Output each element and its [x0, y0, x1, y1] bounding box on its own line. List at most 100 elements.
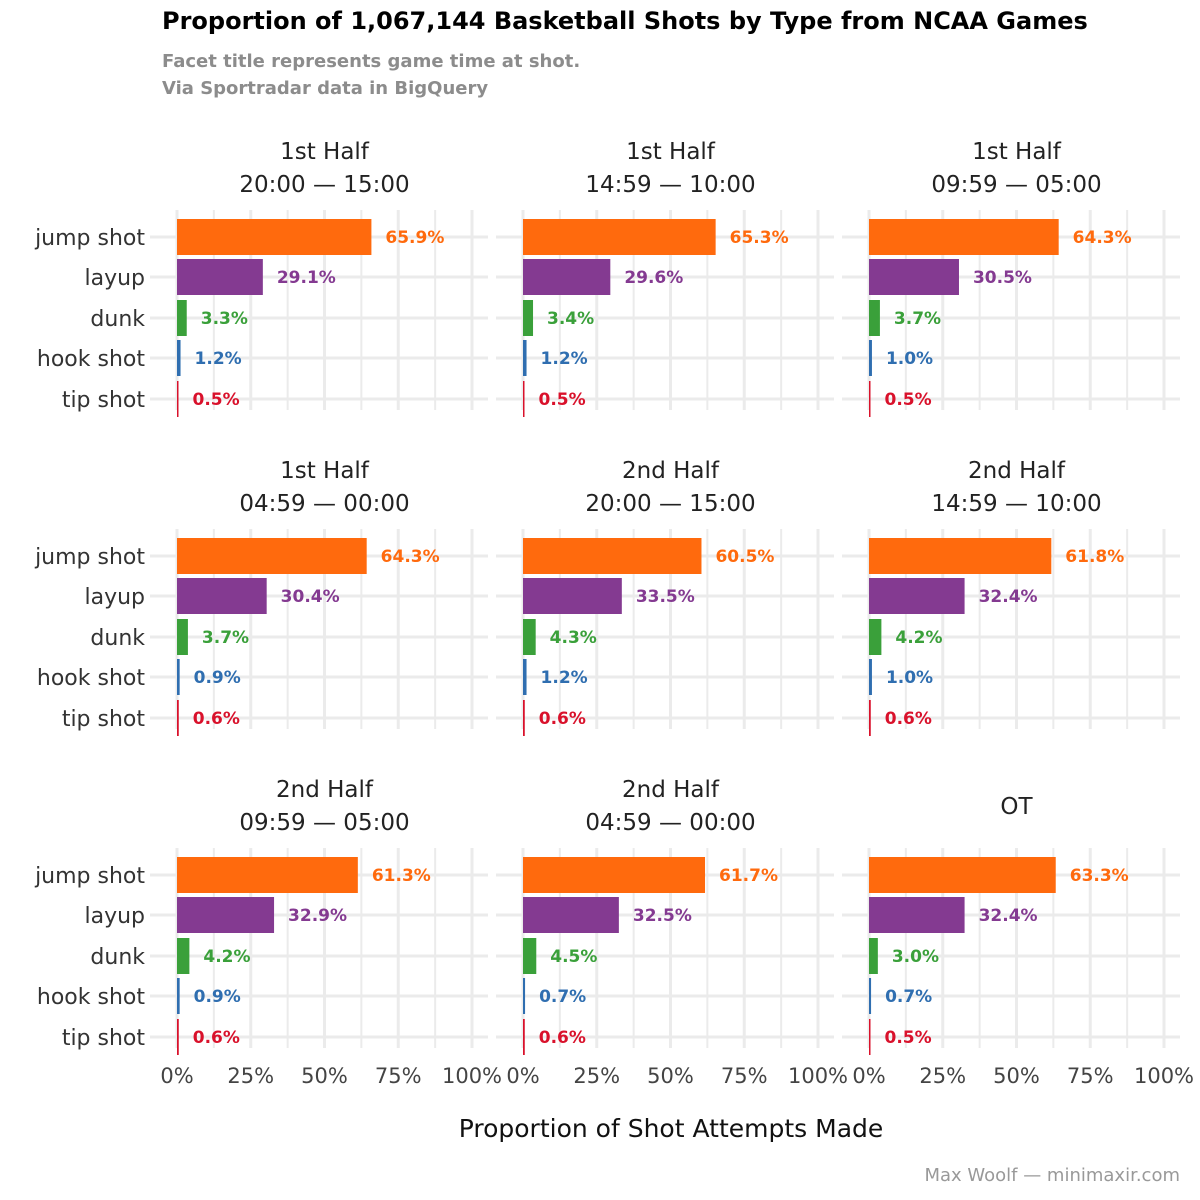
x-tick-label: 100% — [1134, 1064, 1194, 1088]
bar — [869, 300, 880, 336]
bar — [177, 300, 187, 336]
x-axis-label: Proportion of Shot Attempts Made — [459, 1114, 884, 1143]
bar — [869, 857, 1056, 893]
data-label: 0.6% — [885, 709, 932, 729]
data-label: 3.4% — [547, 309, 594, 329]
bar — [177, 857, 358, 893]
data-label: 0.5% — [539, 390, 586, 410]
x-tick-label: 50% — [647, 1064, 694, 1088]
bar — [869, 578, 965, 614]
bar — [177, 938, 190, 974]
category-label: tip shot — [62, 388, 146, 413]
category-label: hook shot — [37, 985, 145, 1010]
x-tick-label: 75% — [721, 1064, 768, 1088]
category-label: dunk — [90, 626, 145, 651]
data-label: 4.2% — [895, 628, 942, 648]
bar — [177, 619, 188, 655]
bar — [177, 219, 372, 255]
category-label: hook shot — [37, 666, 145, 691]
data-label: 30.4% — [281, 587, 340, 607]
data-label: 65.3% — [730, 228, 789, 248]
data-label: 4.3% — [550, 628, 597, 648]
bar — [523, 659, 527, 695]
facet-panel: 1st Half 09:59 — 05:00 64.3% 30.5% 3.7% 1.0% 0… — [842, 139, 1180, 417]
bar — [869, 700, 871, 736]
data-label: 60.5% — [715, 547, 774, 567]
category-label: hook shot — [37, 347, 145, 372]
bar — [869, 381, 871, 417]
data-label: 0.5% — [193, 390, 240, 410]
category-label: jump shot — [34, 226, 145, 251]
bar — [177, 538, 367, 574]
data-label: 1.0% — [886, 668, 933, 688]
facet-title: 1st Half — [280, 458, 370, 484]
data-label: 61.7% — [719, 866, 778, 886]
category-label: jump shot — [34, 864, 145, 889]
data-label: 3.7% — [894, 309, 941, 329]
data-label: 0.9% — [194, 987, 241, 1007]
category-label: layup — [84, 585, 145, 610]
category-label: layup — [84, 904, 145, 929]
facet-title: OT — [1000, 794, 1033, 820]
facet-title: 14:59 — 10:00 — [931, 491, 1101, 517]
bar — [523, 259, 611, 295]
data-label: 0.6% — [193, 1028, 240, 1048]
bar — [523, 300, 534, 336]
bar — [177, 659, 180, 695]
data-label: 3.3% — [201, 309, 248, 329]
facet-panel: 2nd Half 09:59 — 05:00 jump shot layup dunk h… — [34, 777, 502, 1088]
bar — [869, 259, 959, 295]
data-label: 0.6% — [539, 1028, 586, 1048]
data-label: 1.2% — [195, 349, 242, 369]
facet-panel: OT 63.3% 32.4% 3.0% 0.7% 0.5%0% 25% 50% 75% 100% — [842, 794, 1194, 1088]
data-label: 64.3% — [1073, 228, 1132, 248]
facet-title: 2nd Half — [622, 458, 720, 484]
data-label: 1.2% — [541, 349, 588, 369]
bar — [869, 1019, 871, 1055]
facet-panel: 1st Half 20:00 — 15:00 jump shot layup dunk h… — [34, 139, 488, 417]
x-tick-label: 100% — [788, 1064, 848, 1088]
bar — [177, 578, 267, 614]
bar — [869, 538, 1052, 574]
data-label: 33.5% — [636, 587, 695, 607]
x-tick-label: 25% — [573, 1064, 620, 1088]
data-label: 1.2% — [541, 668, 588, 688]
data-label: 1.0% — [886, 349, 933, 369]
facet-title: 09:59 — 05:00 — [239, 810, 409, 836]
facet-title: 2nd Half — [622, 777, 720, 803]
facet-panel: 1st Half 14:59 — 10:00 65.3% 29.6% 3.4% 1.2% 0… — [496, 139, 834, 417]
data-label: 3.0% — [892, 947, 939, 967]
category-label: tip shot — [62, 707, 146, 732]
data-label: 0.7% — [885, 987, 932, 1007]
chart-title: Proportion of 1,067,144 Basketball Shots… — [162, 7, 1088, 35]
facet-panel: 1st Half 04:59 — 00:00 jump shot layup dunk h… — [34, 458, 488, 736]
facet-panel: 2nd Half 20:00 — 15:00 60.5% 33.5% 4.3% 1.2% 0… — [496, 458, 834, 736]
category-label: jump shot — [34, 545, 145, 570]
x-tick-label: 50% — [993, 1064, 1040, 1088]
data-label: 4.2% — [203, 947, 250, 967]
x-tick-label: 0% — [852, 1064, 885, 1088]
data-label: 32.4% — [979, 906, 1038, 926]
x-tick-label: 25% — [919, 1064, 966, 1088]
data-label: 32.9% — [288, 906, 347, 926]
data-label: 29.1% — [277, 268, 336, 288]
bar — [523, 619, 536, 655]
data-label: 32.5% — [633, 906, 692, 926]
category-label: layup — [84, 266, 145, 291]
data-label: 65.9% — [385, 228, 444, 248]
bar — [177, 1019, 179, 1055]
facet-panel: 2nd Half 04:59 — 00:00 61.7% 32.5% 4.5% 0.7% 0… — [496, 777, 848, 1088]
data-label: 0.9% — [194, 668, 241, 688]
x-tick-label: 75% — [375, 1064, 422, 1088]
facet-title: 20:00 — 15:00 — [239, 172, 409, 198]
bar — [523, 700, 525, 736]
chart-caption: Max Woolf — minimaxir.com — [924, 1165, 1180, 1186]
bar — [177, 700, 179, 736]
facet-title: 04:59 — 00:00 — [585, 810, 755, 836]
bar — [523, 857, 706, 893]
facet-panel: 2nd Half 14:59 — 10:00 61.8% 32.4% 4.2% 1.0% 0… — [842, 458, 1180, 736]
data-label: 4.5% — [550, 947, 597, 967]
facet-title: 1st Half — [280, 139, 370, 165]
data-label: 61.3% — [372, 866, 431, 886]
data-label: 64.3% — [381, 547, 440, 567]
